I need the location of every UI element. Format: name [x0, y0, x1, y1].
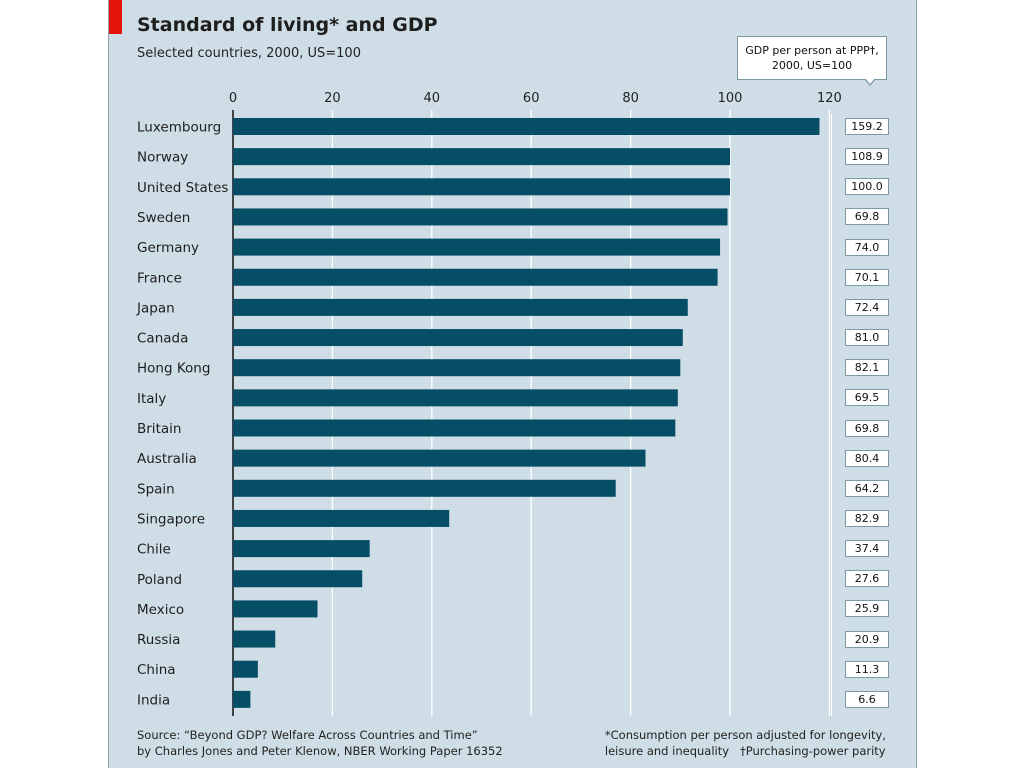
gdp-value-box: 72.4	[845, 298, 889, 316]
category-label: Poland	[137, 572, 182, 588]
bar	[233, 449, 646, 467]
gdp-value-box: 82.1	[845, 359, 889, 377]
category-label: Japan	[136, 300, 175, 316]
bar	[233, 148, 730, 166]
bar	[233, 389, 678, 407]
category-label: Luxembourg	[137, 120, 221, 136]
bar	[233, 690, 251, 708]
footnote-line-1: *Consumption per person adjusted for lon…	[604, 728, 886, 742]
category-label: Germany	[137, 240, 199, 256]
bar	[233, 329, 683, 347]
x-tick-label: 40	[424, 91, 441, 106]
bar	[233, 238, 721, 256]
bar-chart: 0 20 40 60 80 100 120 Luxembourg Norway United St…	[136, 91, 842, 716]
gdp-value-box: 6.6	[845, 690, 889, 708]
category-label: Russia	[137, 632, 180, 648]
gdp-value-box: 11.3	[845, 660, 889, 678]
gdp-column-header: GDP per person at PPP†, 2000, US=100	[737, 36, 887, 80]
gdp-value-box: 159.2	[845, 118, 889, 135]
gdp-value-box: 108.9	[845, 148, 889, 166]
source-line-2: by Charles Jones and Peter Klenow, NBER …	[137, 744, 503, 758]
gdp-value-box: 25.9	[845, 600, 889, 618]
x-tick-label: 60	[523, 91, 540, 106]
gdp-value-box: 100.0	[845, 178, 889, 196]
bar	[233, 359, 681, 377]
gdp-value-box: 69.8	[845, 419, 889, 437]
gdp-value-box: 27.6	[845, 570, 889, 588]
bar	[233, 268, 718, 286]
bar	[233, 570, 363, 588]
gdp-value-box: 69.5	[845, 389, 889, 407]
gdp-header-line2: 2000, US=100	[771, 59, 853, 72]
brand-tag	[109, 0, 122, 34]
gdp-column-rule	[831, 114, 832, 716]
category-label: Canada	[137, 331, 188, 347]
gdp-value-box: 20.9	[845, 630, 889, 648]
x-tick-label: 80	[622, 91, 639, 106]
source-note: Source: “Beyond GDP? Welfare Across Coun…	[137, 727, 503, 759]
bar	[233, 630, 276, 648]
x-tick-label: 20	[324, 91, 341, 106]
bar	[233, 298, 688, 316]
category-label: Mexico	[137, 602, 184, 618]
chart-subtitle: Selected countries, 2000, US=100	[137, 46, 361, 61]
chart-panel: Standard of living* and GDP Selected cou…	[108, 0, 917, 768]
category-label: India	[137, 692, 170, 708]
category-label: Norway	[137, 150, 188, 166]
source-line-1: Source: “Beyond GDP? Welfare Across Coun…	[137, 728, 478, 742]
category-label: Hong Kong	[137, 361, 210, 377]
x-tick-label: 0	[229, 91, 237, 106]
gdp-value-box: 37.4	[845, 540, 889, 558]
callout-pointer-inner	[865, 78, 875, 84]
category-label: Singapore	[137, 511, 205, 527]
bar	[233, 660, 258, 678]
bar	[233, 540, 370, 558]
category-label: Australia	[137, 451, 197, 467]
bar	[233, 118, 820, 135]
footnote: *Consumption per person adjusted for lon…	[605, 727, 886, 759]
gdp-value-box: 74.0	[845, 238, 889, 256]
x-tick-label: 120	[817, 91, 842, 106]
category-label: Britain	[137, 421, 181, 437]
bar	[233, 479, 616, 497]
bar	[233, 208, 728, 226]
category-label: Italy	[137, 391, 166, 407]
gdp-value-box: 80.4	[845, 449, 889, 467]
category-label: United States	[137, 180, 228, 196]
x-tick-label: 100	[718, 91, 743, 106]
category-label: China	[137, 662, 176, 678]
gdp-value-box: 81.0	[845, 329, 889, 347]
gdp-header-line1: GDP per person at PPP†,	[745, 44, 879, 57]
bar	[233, 509, 450, 527]
gdp-value-box: 69.8	[845, 208, 889, 226]
footnote-line-2: leisure and inequality †Purchasing-power…	[604, 744, 886, 758]
category-label: France	[137, 270, 182, 286]
chart-title: Standard of living* and GDP	[137, 14, 438, 36]
bar	[233, 178, 730, 196]
bar	[233, 419, 676, 437]
category-label: Chile	[137, 542, 171, 558]
bar	[233, 600, 318, 618]
gdp-value-box: 64.2	[845, 479, 889, 497]
category-label: Spain	[137, 481, 175, 497]
gdp-value-box: 70.1	[845, 268, 889, 286]
gdp-value-box: 82.9	[845, 509, 889, 527]
category-label: Sweden	[137, 210, 190, 226]
